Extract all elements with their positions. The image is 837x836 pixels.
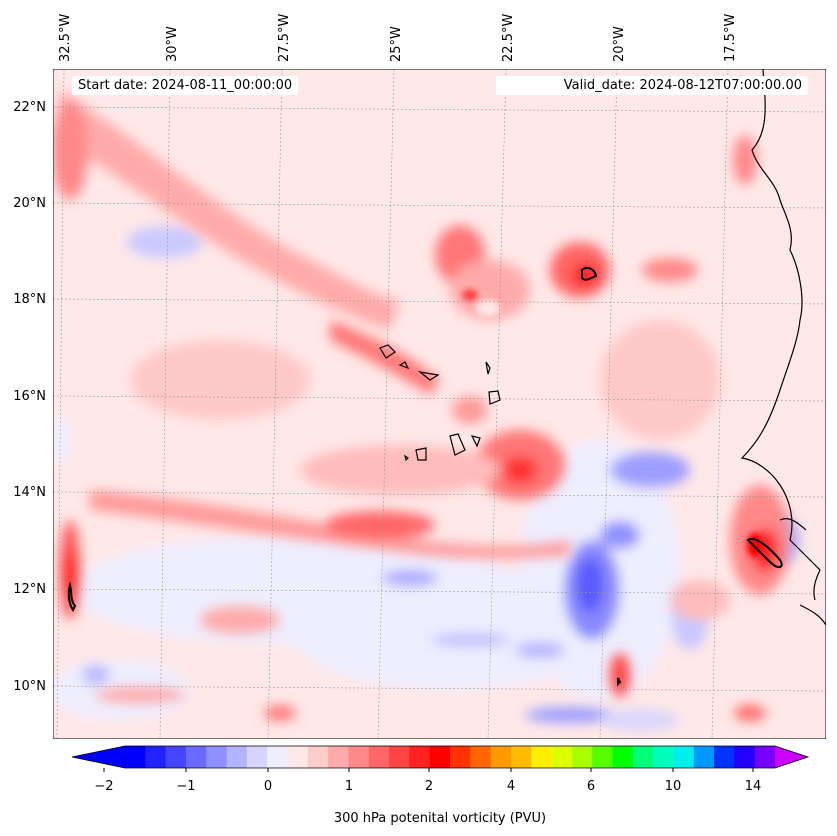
- colorbar-tick-label: 0: [264, 779, 272, 794]
- colorbar-cell: [734, 746, 756, 768]
- lon-label: 20°W: [612, 26, 627, 62]
- start-date-label: Start date: 2024-08-11_00:00:00: [72, 76, 299, 95]
- colorbar-cell: [754, 746, 776, 768]
- colorbar-tick-label: −1: [176, 779, 195, 794]
- colorbar-cell: [673, 746, 695, 768]
- colorbar-tick-label: 10: [665, 779, 682, 794]
- colorbar-cell: [368, 746, 390, 768]
- colorbar: −2 −1 0 1 2 4 6 10 14 300 hPa potenital vorticit…: [71, 745, 810, 826]
- colorbar-tick-label: 4: [507, 779, 515, 794]
- colorbar-outline: [71, 745, 810, 769]
- colorbar-cell: [267, 746, 288, 768]
- lat-label: 16°N: [13, 389, 46, 404]
- positive-pv-field: [53, 90, 790, 721]
- lat-label: 10°N: [13, 679, 46, 694]
- valid-date-label: Valid_date: 2024-08-12T07:00:00.00: [496, 76, 808, 95]
- colorbar-cell: [409, 746, 431, 768]
- lon-label: 32.5°W: [58, 14, 73, 62]
- colorbar-cell: [429, 746, 451, 768]
- lon-label: 22.5°W: [501, 14, 516, 62]
- colorbar-cell: [470, 746, 492, 768]
- colorbar-tick-label: 6: [587, 779, 595, 794]
- colorbar-cell: [307, 746, 329, 768]
- colorbar-tick-label: −2: [94, 779, 113, 794]
- negative-pv-field: [53, 226, 800, 730]
- lat-label: 22°N: [13, 100, 46, 115]
- colorbar-tick-label: 14: [745, 779, 762, 794]
- lat-label: 18°N: [13, 292, 46, 307]
- colorbar-cell: [246, 746, 268, 768]
- lon-label: 17.5°W: [723, 14, 738, 62]
- coastline: [740, 69, 826, 626]
- colorbar-cell: [206, 746, 227, 768]
- colorbar-cell: [348, 746, 370, 768]
- colorbar-cells: [125, 746, 776, 768]
- colorbar-extend-high: [775, 746, 808, 768]
- colorbar-cell: [714, 746, 735, 768]
- lon-label: 27.5°W: [277, 14, 292, 62]
- colorbar-cell: [531, 746, 552, 768]
- colorbar-cell: [145, 746, 167, 768]
- colorbar-cell: [571, 746, 593, 768]
- lat-label: 20°N: [13, 196, 46, 211]
- colorbar-cell: [226, 746, 248, 768]
- lat-label: 14°N: [13, 485, 46, 500]
- latitude-labels: 22°N 20°N 18°N 16°N 14°N 12°N 10°N: [13, 100, 46, 694]
- colorbar-cell: [125, 746, 146, 768]
- colorbar-cell: [165, 746, 187, 768]
- colorbar-extend-low: [72, 746, 125, 768]
- colorbar-cell: [287, 746, 309, 768]
- colorbar-ticks: −2 −1 0 1 2 4 6 10 14: [94, 768, 761, 794]
- graticule: [53, 69, 826, 739]
- colorbar-tick-label: 1: [345, 779, 353, 794]
- colorbar-cell: [328, 746, 349, 768]
- lat-label: 12°N: [13, 582, 46, 597]
- colorbar-cell: [653, 746, 674, 768]
- islands: [379, 344, 501, 462]
- colorbar-cell: [389, 746, 410, 768]
- longitude-labels: 32.5°W 30°W 27.5°W 25°W 22.5°W 20°W 17.5…: [58, 14, 738, 62]
- pv-2-contour: [67, 266, 783, 687]
- map-panel: [53, 69, 826, 739]
- colorbar-cell: [551, 746, 573, 768]
- lon-label: 30°W: [165, 26, 180, 62]
- colorbar-cell: [450, 746, 471, 768]
- colorbar-cell: [612, 746, 634, 768]
- colorbar-cell: [490, 746, 512, 768]
- colorbar-cell: [693, 746, 715, 768]
- colorbar-tick-label: 2: [425, 779, 433, 794]
- colorbar-label: 300 hPa potenital vorticity (PVU): [334, 811, 546, 826]
- colorbar-cell: [632, 746, 654, 768]
- colorbar-cell: [510, 746, 532, 768]
- lon-label: 25°W: [389, 26, 404, 62]
- colorbar-cell: [592, 746, 613, 768]
- colorbar-cell: [185, 746, 207, 768]
